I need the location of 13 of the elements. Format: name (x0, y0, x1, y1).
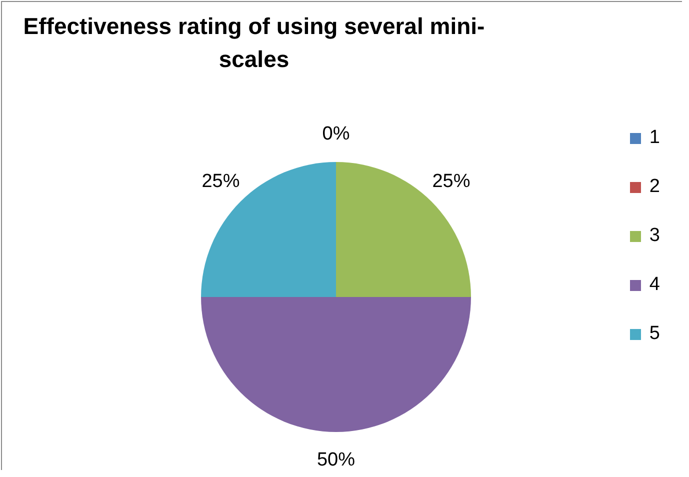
pie-slice (201, 297, 471, 432)
legend-label: 4 (649, 274, 660, 296)
data-label: 25% (432, 171, 470, 192)
data-label: 25% (202, 171, 240, 192)
data-label: 50% (316, 450, 356, 470)
legend-label: 2 (649, 176, 660, 198)
pie-slice (336, 162, 471, 297)
text: 0% (322, 124, 350, 144)
legend-label: 1 (649, 127, 660, 149)
legend-label: 3 (649, 225, 660, 247)
legend-label: 5 (649, 323, 660, 345)
chart-title: Effectiveness rating of using several mini-scales (22, 12, 486, 74)
pie-slice (201, 162, 336, 297)
